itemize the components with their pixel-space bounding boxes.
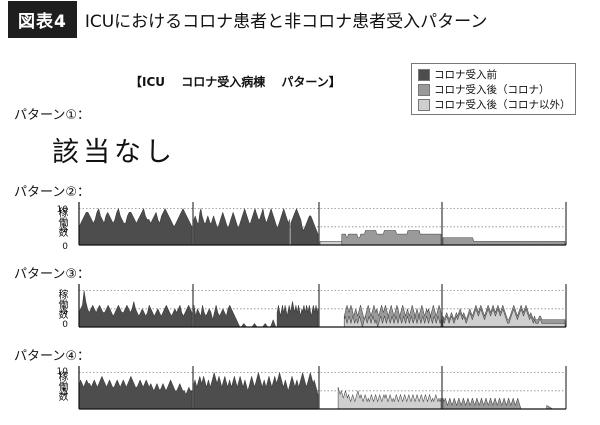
legend-item-post-covid-other: コロナ受入後（コロナ以外） xyxy=(418,97,571,112)
pattern-2-ylabel: 稼働数 xyxy=(56,207,67,237)
area-series-p3-panel3-s2 xyxy=(343,315,442,328)
area-series-p2-panel2-s2 xyxy=(290,207,319,246)
pattern-4-ytick-10: 10 xyxy=(56,367,68,377)
pattern-4-ytick-5: 5 xyxy=(62,388,68,398)
area-series-p3-panel4-s2 xyxy=(442,307,566,328)
pattern-3-ylabel: 稼働数 xyxy=(56,289,67,319)
area-series-p2-panel2-s1 xyxy=(193,207,290,246)
area-series-p4-panel3-s1 xyxy=(337,387,442,410)
pattern-3-label: パターン③： xyxy=(14,267,91,282)
pattern-1-label: パターン①： xyxy=(14,108,91,123)
figure-badge: 図表4 xyxy=(8,0,77,38)
pattern-3-ytick-0: 0 xyxy=(62,320,68,330)
pattern-2-ytick-0: 0 xyxy=(62,242,68,252)
area-series-p4-panel2-s1 xyxy=(193,371,319,410)
legend-label-post-covid-other: コロナ受入後（コロナ以外） xyxy=(434,99,571,111)
area-series-p4-panel1-s1 xyxy=(78,375,193,410)
legend-item-pre-covid: コロナ受入前 xyxy=(418,67,569,82)
pattern-2-label: パターン②： xyxy=(14,185,91,200)
figure-title: ICUにおけるコロナ患者と非コロナ患者受入パターン xyxy=(84,11,488,32)
pattern-2-ytick-10: 10 xyxy=(56,205,68,215)
area-series-p3-panel1-s1 xyxy=(78,290,193,328)
pattern-3-ytick-5: 5 xyxy=(62,307,68,317)
area-series-p3-panel2-s1 xyxy=(193,304,241,328)
area-series-p2-panel1-s1 xyxy=(78,207,193,246)
figure-header: 図表4 ICUにおけるコロナ患者と非コロナ患者受入パターン xyxy=(0,0,487,38)
legend-item-post-covid-covid: コロナ受入後（コロナ） xyxy=(418,82,569,97)
legend: コロナ受入前 コロナ受入後（コロナ） コロナ受入後（コロナ以外） xyxy=(411,63,576,115)
legend-swatch-post-covid-covid xyxy=(418,83,430,96)
area-series-p3-panel2-s3 xyxy=(276,301,319,328)
chart-subtitle: 【ICU コロナ受入病棟 パターン】 xyxy=(130,75,341,89)
area-series-p2-panel3-s2 xyxy=(319,241,343,246)
area-series-p3-panel2-s2 xyxy=(240,318,277,328)
pattern-1-none-text: 該当なし xyxy=(52,137,176,168)
area-series-p2-panel3-s1 xyxy=(341,230,442,246)
area-series-p4-panel4-s1 xyxy=(442,397,522,410)
area-series-p2-panel4-s1 xyxy=(442,237,566,246)
legend-label-post-covid-covid: コロナ受入後（コロナ） xyxy=(434,84,550,96)
pattern-4-ylabel: 稼働数 xyxy=(56,371,67,401)
pattern-2-ytick-5: 5 xyxy=(62,225,68,235)
legend-label-pre-covid: コロナ受入前 xyxy=(434,69,497,81)
legend-swatch-pre-covid xyxy=(418,68,430,81)
legend-swatch-post-covid-other xyxy=(418,98,430,111)
pattern-4-label: パターン④： xyxy=(14,349,91,364)
